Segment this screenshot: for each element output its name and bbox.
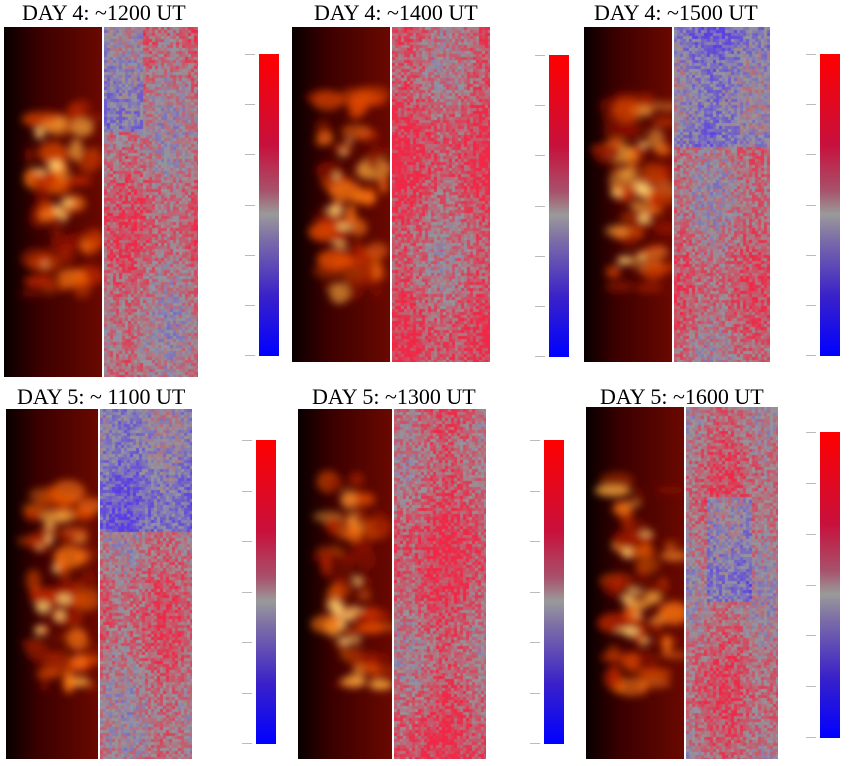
panel-title: DAY 5: ~1300 UT: [312, 384, 476, 409]
colorbar-tick: [242, 642, 252, 643]
colorbar-tick: [242, 440, 252, 441]
colorbar-tick: [806, 737, 816, 738]
image-divider: [98, 409, 100, 759]
colorbar-tick: [535, 256, 545, 257]
colorbar-tick: [245, 54, 255, 55]
velocity-colorbar: [535, 55, 569, 357]
panel-title: DAY 5: ~1600 UT: [600, 384, 764, 409]
panel-day5-1600: DAY 5: ~1600 UT: [580, 380, 862, 766]
intensity-image: [6, 409, 98, 759]
intensity-image: [292, 27, 390, 362]
velocity-map: [674, 27, 770, 362]
colorbar-tick: [806, 585, 816, 586]
colorbar-tick: [806, 686, 816, 687]
colorbar-tick: [242, 592, 252, 593]
intensity-image: [298, 409, 392, 759]
velocity-colorbar: [245, 54, 279, 356]
panel-day4-1200: DAY 4: ~1200 UT: [0, 0, 290, 380]
colorbar-tick: [535, 155, 545, 156]
colorbar-tick: [245, 104, 255, 105]
colorbar-tick: [530, 642, 540, 643]
colorbar-tick: [806, 534, 816, 535]
colorbar-tick: [530, 541, 540, 542]
panel-day5-1100: DAY 5: ~ 1100 UT: [0, 380, 290, 766]
colorbar-tick: [530, 743, 540, 744]
colorbar-tick: [806, 154, 816, 155]
intensity-image: [584, 27, 672, 362]
panel-title: DAY 5: ~ 1100 UT: [17, 384, 186, 409]
colorbar-tick: [806, 635, 816, 636]
panel-title: DAY 4: ~1400 UT: [314, 0, 478, 25]
colorbar-tick: [806, 104, 816, 105]
colorbar-tick: [806, 205, 816, 206]
colorbar-tick: [806, 355, 816, 356]
velocity-colorbar: [806, 54, 840, 356]
colorbar-tick: [530, 491, 540, 492]
colorbar-tick: [806, 483, 816, 484]
colorbar-tick: [245, 305, 255, 306]
velocity-map: [392, 27, 490, 362]
velocity-map: [104, 27, 198, 377]
colorbar-tick: [530, 693, 540, 694]
panel-day5-1300: DAY 5: ~1300 UT: [290, 380, 580, 766]
velocity-map: [100, 409, 192, 759]
colorbar-tick: [806, 305, 816, 306]
colorbar-tick: [245, 154, 255, 155]
image-divider: [390, 27, 392, 362]
panel-title: DAY 4: ~1200 UT: [22, 0, 186, 25]
colorbar-tick: [242, 491, 252, 492]
colorbar-tick: [535, 55, 545, 56]
colorbar-tick: [242, 541, 252, 542]
colorbar-tick: [806, 432, 816, 433]
velocity-map: [686, 407, 778, 759]
image-divider: [684, 407, 686, 759]
colorbar-tick: [242, 743, 252, 744]
colorbar-tick: [535, 206, 545, 207]
colorbar-tick: [806, 54, 816, 55]
colorbar-tick: [535, 356, 545, 357]
image-divider: [672, 27, 674, 362]
colorbar-tick: [806, 255, 816, 256]
colorbar-tick: [245, 255, 255, 256]
panel-day4-1400: DAY 4: ~1400 UT: [290, 0, 580, 380]
colorbar-tick: [245, 355, 255, 356]
panel-day4-1500: DAY 4: ~1500 UT: [580, 0, 862, 380]
colorbar-tick: [530, 592, 540, 593]
panel-title: DAY 4: ~1500 UT: [594, 0, 758, 25]
velocity-colorbar: [806, 432, 840, 738]
intensity-image: [4, 27, 102, 377]
colorbar-tick: [535, 306, 545, 307]
image-divider: [392, 409, 394, 759]
intensity-image: [586, 407, 684, 759]
velocity-colorbar: [530, 440, 564, 744]
colorbar-tick: [245, 205, 255, 206]
image-divider: [102, 27, 104, 377]
colorbar-tick: [242, 693, 252, 694]
velocity-colorbar: [242, 440, 276, 744]
velocity-map: [394, 409, 486, 759]
colorbar-tick: [535, 105, 545, 106]
colorbar-tick: [530, 440, 540, 441]
